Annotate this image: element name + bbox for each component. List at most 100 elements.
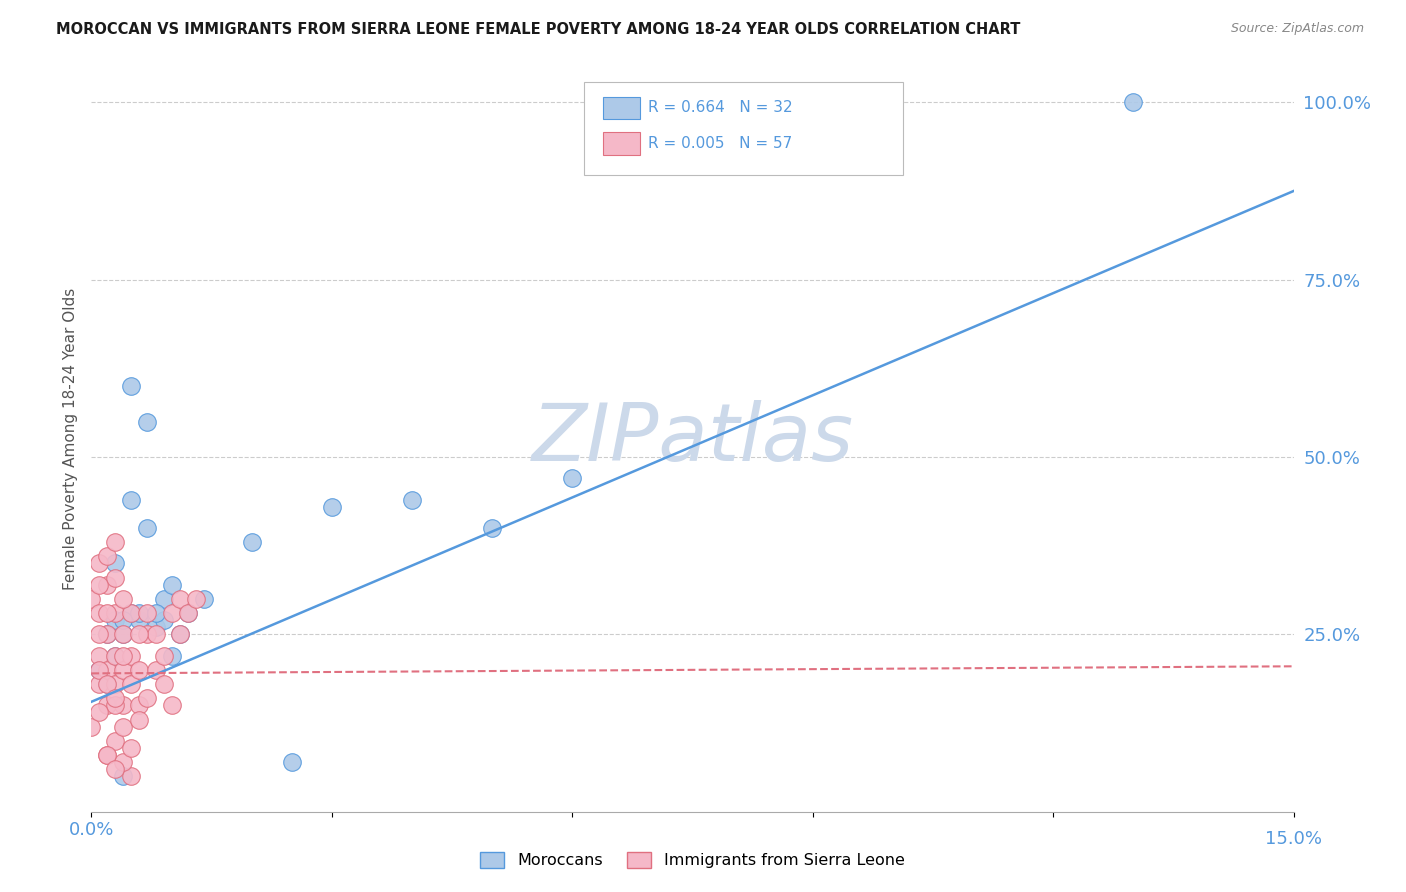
Point (89, 648, 111, 663)
Text: ZIPatlas: ZIPatlas (531, 401, 853, 478)
Point (89, 663, 111, 677)
Y-axis label: Female Poverty Among 18-24 Year Olds: Female Poverty Among 18-24 Year Olds (62, 288, 77, 591)
Point (96, 747, 118, 762)
Point (112, 698, 135, 713)
Point (121, 606, 143, 620)
Point (561, 471, 583, 485)
Point (96, 549, 118, 564)
Point (112, 720, 135, 734)
Point (112, 627, 135, 641)
Point (281, 755, 304, 769)
Point (96, 698, 118, 713)
Point (80, 591, 103, 606)
Point (121, 677, 143, 691)
Point (112, 591, 135, 606)
Point (96, 627, 118, 641)
Point (96, 578, 118, 592)
Text: R = 0.005   N = 57: R = 0.005 N = 57 (648, 136, 792, 151)
Point (104, 648, 127, 663)
Text: 15.0%: 15.0% (1265, 830, 1322, 848)
Point (96, 627, 118, 641)
Point (145, 663, 167, 677)
Point (136, 691, 159, 706)
Point (104, 691, 127, 706)
Point (136, 627, 159, 641)
Point (89, 706, 111, 720)
Point (152, 591, 174, 606)
Point (176, 606, 198, 620)
Point (80, 720, 103, 734)
Point (145, 606, 167, 620)
Point (104, 613, 127, 627)
FancyBboxPatch shape (585, 82, 903, 175)
Point (121, 648, 143, 663)
Point (89, 677, 111, 691)
Point (160, 698, 183, 713)
Point (112, 613, 135, 627)
Point (104, 733, 127, 747)
Point (89, 606, 111, 620)
Point (96, 747, 118, 762)
Point (128, 627, 150, 641)
Point (96, 663, 118, 677)
Point (128, 606, 150, 620)
Point (104, 648, 127, 663)
FancyBboxPatch shape (603, 96, 640, 119)
Point (1122, 95, 1144, 110)
Point (89, 627, 111, 641)
Point (169, 591, 191, 606)
Point (121, 769, 143, 783)
Point (104, 535, 127, 549)
Point (136, 415, 159, 429)
Point (121, 606, 143, 620)
Point (89, 578, 111, 592)
Point (193, 591, 215, 606)
Point (112, 755, 135, 769)
Point (152, 677, 174, 691)
Point (112, 663, 135, 677)
Point (112, 648, 135, 663)
Point (104, 571, 127, 585)
Point (145, 627, 167, 641)
Point (401, 492, 423, 507)
Point (121, 379, 143, 393)
Point (96, 677, 118, 691)
Point (104, 762, 127, 776)
Point (136, 606, 159, 620)
Point (112, 769, 135, 783)
Point (160, 606, 183, 620)
Point (89, 557, 111, 571)
Text: Source: ZipAtlas.com: Source: ZipAtlas.com (1230, 22, 1364, 36)
Point (89, 663, 111, 677)
Point (136, 521, 159, 535)
Point (321, 500, 343, 514)
Point (96, 606, 118, 620)
FancyBboxPatch shape (603, 132, 640, 155)
Point (104, 557, 127, 571)
Point (121, 492, 143, 507)
Point (121, 740, 143, 755)
Point (169, 627, 191, 641)
Point (104, 606, 127, 620)
Point (104, 677, 127, 691)
Point (104, 698, 127, 713)
Point (145, 620, 167, 634)
Point (176, 606, 198, 620)
Point (160, 648, 183, 663)
Point (128, 698, 150, 713)
Point (112, 627, 135, 641)
Point (152, 648, 174, 663)
Point (481, 521, 503, 535)
Point (160, 578, 183, 592)
Point (169, 627, 191, 641)
Point (96, 677, 118, 691)
Point (152, 613, 174, 627)
Legend: Moroccans, Immigrants from Sierra Leone: Moroccans, Immigrants from Sierra Leone (474, 845, 911, 874)
Point (184, 591, 207, 606)
Point (240, 535, 263, 549)
Point (128, 713, 150, 727)
Point (128, 613, 150, 627)
Text: MOROCCAN VS IMMIGRANTS FROM SIERRA LEONE FEMALE POVERTY AMONG 18-24 YEAR OLDS CO: MOROCCAN VS IMMIGRANTS FROM SIERRA LEONE… (56, 22, 1021, 37)
Point (128, 663, 150, 677)
Text: R = 0.664   N = 32: R = 0.664 N = 32 (648, 101, 793, 115)
